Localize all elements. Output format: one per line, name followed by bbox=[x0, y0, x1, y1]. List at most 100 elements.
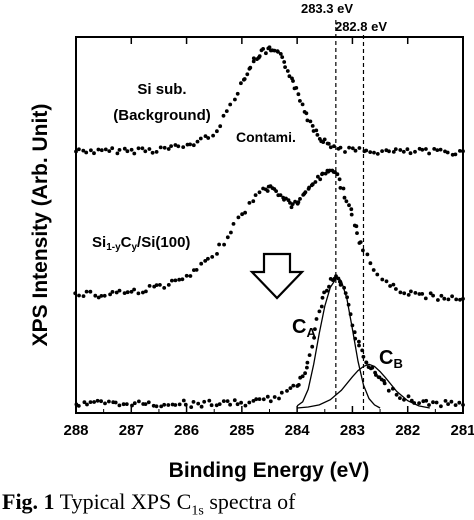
series-fitted-spectrum bbox=[74, 274, 465, 409]
data-point bbox=[132, 401, 137, 406]
data-point bbox=[304, 111, 309, 116]
data-point bbox=[117, 288, 122, 293]
data-point bbox=[318, 177, 323, 182]
caption-fig-label: Fig. 1 bbox=[2, 489, 55, 514]
data-point bbox=[247, 201, 252, 205]
data-point bbox=[310, 182, 315, 187]
data-point bbox=[446, 402, 450, 406]
data-point bbox=[257, 190, 262, 195]
data-point bbox=[360, 348, 365, 353]
data-point bbox=[103, 147, 108, 152]
data-point bbox=[279, 390, 284, 395]
si1-ycy-label-c: C bbox=[121, 234, 132, 251]
data-point bbox=[268, 399, 273, 404]
data-point bbox=[382, 381, 387, 386]
data-point bbox=[136, 146, 141, 151]
data-point bbox=[114, 290, 119, 295]
data-point bbox=[439, 293, 444, 298]
data-point bbox=[136, 291, 141, 296]
data-point bbox=[188, 142, 193, 147]
data-point bbox=[77, 293, 81, 298]
data-point bbox=[77, 147, 81, 152]
data-point bbox=[380, 149, 384, 154]
caption-subscript: 1s bbox=[191, 503, 204, 519]
data-point bbox=[458, 297, 462, 302]
data-point bbox=[217, 242, 222, 247]
data-point bbox=[307, 353, 312, 357]
data-point bbox=[158, 283, 162, 287]
data-point bbox=[107, 399, 111, 404]
data-point bbox=[125, 290, 130, 295]
data-point bbox=[312, 335, 316, 340]
data-point bbox=[132, 287, 137, 292]
data-point bbox=[154, 150, 159, 154]
data-point bbox=[341, 186, 346, 191]
data-point bbox=[372, 150, 376, 155]
data-point bbox=[261, 47, 265, 51]
data-point bbox=[115, 151, 120, 156]
data-point bbox=[357, 343, 361, 348]
data-point bbox=[150, 150, 155, 155]
data-point bbox=[335, 172, 340, 177]
data-point bbox=[181, 145, 186, 150]
data-point bbox=[424, 398, 429, 403]
data-point bbox=[196, 401, 201, 406]
data-point bbox=[170, 278, 174, 283]
data-point bbox=[239, 81, 243, 86]
x-tick-label: 282 bbox=[395, 422, 420, 439]
data-point bbox=[365, 252, 370, 257]
data-point bbox=[184, 273, 189, 278]
data-point bbox=[374, 373, 378, 377]
data-point bbox=[350, 146, 355, 151]
data-point bbox=[245, 72, 250, 77]
data-point bbox=[405, 147, 410, 152]
data-point bbox=[289, 205, 294, 210]
data-point bbox=[251, 199, 256, 204]
data-point bbox=[445, 150, 450, 155]
data-point bbox=[88, 289, 93, 294]
data-point bbox=[207, 398, 212, 403]
data-point bbox=[370, 365, 375, 370]
data-point bbox=[177, 402, 182, 407]
data-point bbox=[424, 147, 428, 151]
data-point bbox=[181, 398, 186, 403]
data-point bbox=[151, 403, 156, 408]
data-point bbox=[364, 148, 369, 153]
data-point bbox=[364, 360, 369, 365]
data-point bbox=[291, 79, 295, 83]
data-point bbox=[282, 60, 287, 64]
data-point bbox=[198, 136, 203, 141]
data-point bbox=[316, 174, 320, 179]
data-point bbox=[154, 283, 159, 287]
data-point bbox=[387, 149, 391, 154]
data-point bbox=[211, 133, 216, 138]
data-point bbox=[388, 284, 392, 288]
data-point bbox=[338, 145, 343, 150]
data-point bbox=[137, 399, 141, 404]
data-point bbox=[361, 354, 366, 359]
data-point bbox=[342, 195, 347, 200]
data-point bbox=[314, 317, 319, 321]
data-point bbox=[267, 45, 272, 50]
peak-ca-label: CA bbox=[292, 316, 316, 340]
data-point bbox=[423, 296, 428, 301]
data-point bbox=[310, 124, 315, 128]
data-point bbox=[132, 151, 137, 156]
data-point bbox=[453, 152, 458, 157]
data-point bbox=[248, 65, 253, 70]
series-peak-ca bbox=[296, 277, 381, 409]
data-point bbox=[195, 139, 200, 144]
data-point bbox=[436, 298, 440, 302]
data-point bbox=[253, 193, 258, 198]
peak-cb-main: C bbox=[379, 347, 393, 369]
data-point bbox=[285, 69, 290, 73]
data-point bbox=[110, 146, 115, 151]
fit-curve-peak-ca bbox=[296, 277, 381, 409]
data-point bbox=[290, 202, 295, 207]
data-point bbox=[129, 289, 134, 294]
x-tick-label: 285 bbox=[229, 422, 254, 439]
data-point bbox=[402, 291, 407, 296]
data-point bbox=[188, 274, 193, 278]
data-point bbox=[327, 168, 332, 173]
data-point bbox=[305, 365, 309, 370]
